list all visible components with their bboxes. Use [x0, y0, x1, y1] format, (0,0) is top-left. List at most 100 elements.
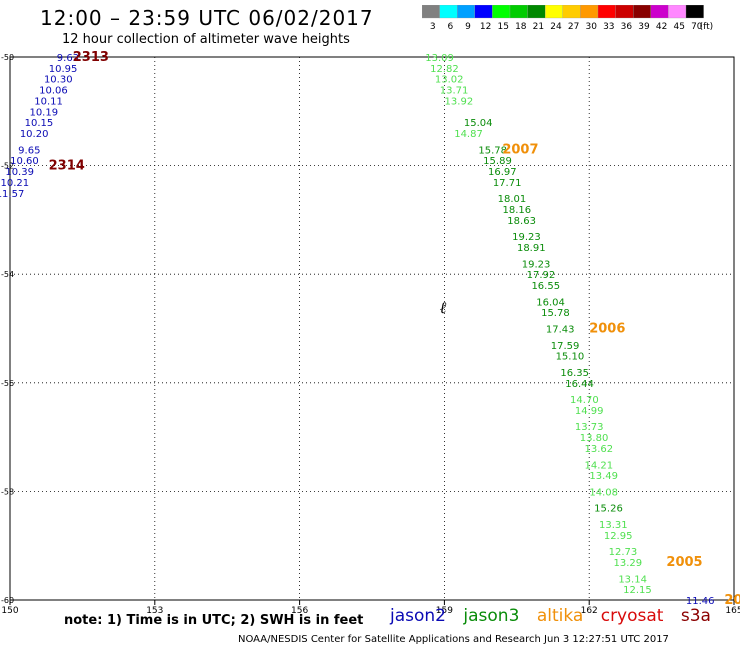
swh-value-label: 13.73	[575, 422, 604, 433]
scale-label: 21	[533, 22, 544, 31]
swh-value-label: 19.23	[522, 259, 551, 270]
swh-value-label: 13.29	[613, 558, 642, 569]
y-tick-label: -54	[1, 270, 14, 279]
pass-number-label: 2006	[589, 322, 625, 337]
swh-value-label: 13.49	[589, 471, 618, 482]
swh-value-label: 11.46	[686, 596, 715, 607]
swh-value-label: 16.44	[565, 379, 594, 390]
swh-value-label: 14.87	[454, 129, 483, 140]
swh-value-label: 12.15	[623, 585, 652, 596]
credit-line: NOAA/NESDIS Center for Satellite Applica…	[238, 634, 669, 645]
swh-value-label: 10.20	[20, 129, 49, 140]
satellite-legend: jason2 jason3 altika cryosat s3a	[390, 606, 723, 626]
scale-label: 12	[480, 22, 491, 31]
swh-value-label: 10.19	[29, 107, 58, 118]
x-tick-label: 165	[725, 606, 740, 616]
swh-value-label: 15.89	[483, 156, 512, 167]
swh-value-label: 15.10	[556, 352, 585, 363]
x-tick-label: 159	[436, 606, 453, 616]
swh-value-label: 17.43	[546, 325, 575, 336]
scale-swatch	[685, 5, 704, 19]
swh-value-label: 14.99	[575, 406, 604, 417]
swh-value-label: 16.35	[560, 368, 589, 379]
swh-value-label: 18.63	[507, 216, 536, 227]
scale-label: 24	[550, 22, 562, 31]
scale-label: 18	[515, 22, 527, 31]
swh-value-label: 13.09	[425, 53, 454, 64]
scale-label: 39	[638, 22, 650, 31]
y-tick-label: -56	[1, 379, 14, 388]
swh-value-label: 10.60	[10, 156, 39, 167]
scale-label: 42	[656, 22, 667, 31]
legend-cryosat: cryosat	[600, 606, 664, 626]
scale-label: 33	[603, 22, 614, 31]
swh-value-label: 10.95	[49, 64, 78, 75]
swh-value-label: 12.82	[430, 64, 459, 75]
scale-label: 15	[497, 22, 508, 31]
swh-value-label: 15.78	[541, 308, 570, 319]
swh-value-label: 13.92	[445, 96, 474, 107]
scale-label: 45	[673, 22, 684, 31]
swh-value-label: 15.78	[478, 145, 507, 156]
swh-value-label: 17.71	[493, 178, 522, 189]
swh-value-label: 9.63	[57, 53, 79, 64]
swh-value-label: 19.23	[512, 232, 541, 243]
swh-value-label: 18.01	[498, 194, 527, 205]
scale-label: 27	[568, 22, 579, 31]
legend-jason2: jason2	[390, 606, 446, 626]
swh-value-label: 10.11	[34, 96, 63, 107]
swh-value-label: 12.95	[604, 531, 633, 542]
swh-value-label: 13.80	[580, 433, 609, 444]
pass-number-label: 2007	[502, 142, 538, 157]
swh-value-label: 14.21	[585, 460, 614, 471]
chart-title: 12:00 – 23:59 UTC 06/02/2017	[40, 6, 374, 30]
x-tick-label: 162	[581, 606, 598, 616]
swh-value-label: 16.04	[536, 297, 565, 308]
scale-label: 30	[585, 22, 597, 31]
swh-value-label: 15.04	[464, 118, 493, 129]
y-tick-label: -60	[1, 596, 14, 605]
swh-value-label: 16.97	[488, 167, 517, 178]
scale-label: 70	[691, 22, 703, 31]
swh-value-label: 13.71	[440, 86, 469, 97]
swh-value-label: 13.31	[599, 520, 628, 531]
swh-value-label: 9.65	[18, 145, 40, 156]
swh-value-label: 18.16	[502, 205, 531, 216]
scale-label: 6	[448, 22, 454, 31]
pass-number-label: 2313	[73, 50, 109, 65]
x-tick-label: 156	[291, 606, 308, 616]
color-scale-bar: 3 6 9 12 15 18 21 24 27 30 33 36 39 42 45 70(ft)	[422, 5, 714, 31]
y-tick-label: -58	[1, 487, 14, 496]
scale-unit: (ft)	[700, 22, 714, 31]
swh-value-label: 10.21	[1, 178, 30, 189]
swh-value-label: 13.62	[585, 444, 614, 455]
map-annotation: ℓ	[440, 298, 447, 317]
swh-value-label: 13.14	[618, 574, 647, 585]
swh-value-label: 10.30	[44, 75, 73, 86]
legend-jason3: jason3	[463, 606, 520, 626]
swh-value-label: 17.59	[551, 341, 580, 352]
swh-value-label: 14.08	[589, 487, 618, 498]
swh-value-label: 10.06	[39, 86, 68, 97]
swh-value-label: 18.91	[517, 243, 546, 254]
scale-label: 3	[430, 22, 436, 31]
swh-value-label: 12.73	[609, 547, 638, 558]
chart-subtitle: 12 hour collection of altimeter wave hei…	[62, 32, 350, 47]
y-tick-label: -52	[1, 162, 14, 171]
swh-value-label: 16.55	[531, 281, 560, 292]
swh-value-label: 11.57	[0, 189, 24, 200]
pass-number-label: 2005	[666, 555, 702, 570]
pass-number-label: 20	[724, 593, 740, 608]
swh-value-label: 15.26	[594, 504, 623, 515]
swh-value-label: 14.70	[570, 395, 599, 406]
plot-frame	[9, 56, 735, 601]
swh-value-label: 17.92	[527, 270, 556, 281]
legend-altika: altika	[536, 606, 584, 626]
swh-value-label: 10.15	[25, 118, 54, 129]
swh-value-label: 13.02	[435, 75, 464, 86]
swh-value-label: 10.39	[5, 167, 34, 178]
legend-s3a: s3a	[680, 606, 711, 626]
footnote: note: 1) Time is in UTC; 2) SWH is in fe…	[64, 613, 364, 628]
scale-label: 9	[465, 22, 471, 31]
